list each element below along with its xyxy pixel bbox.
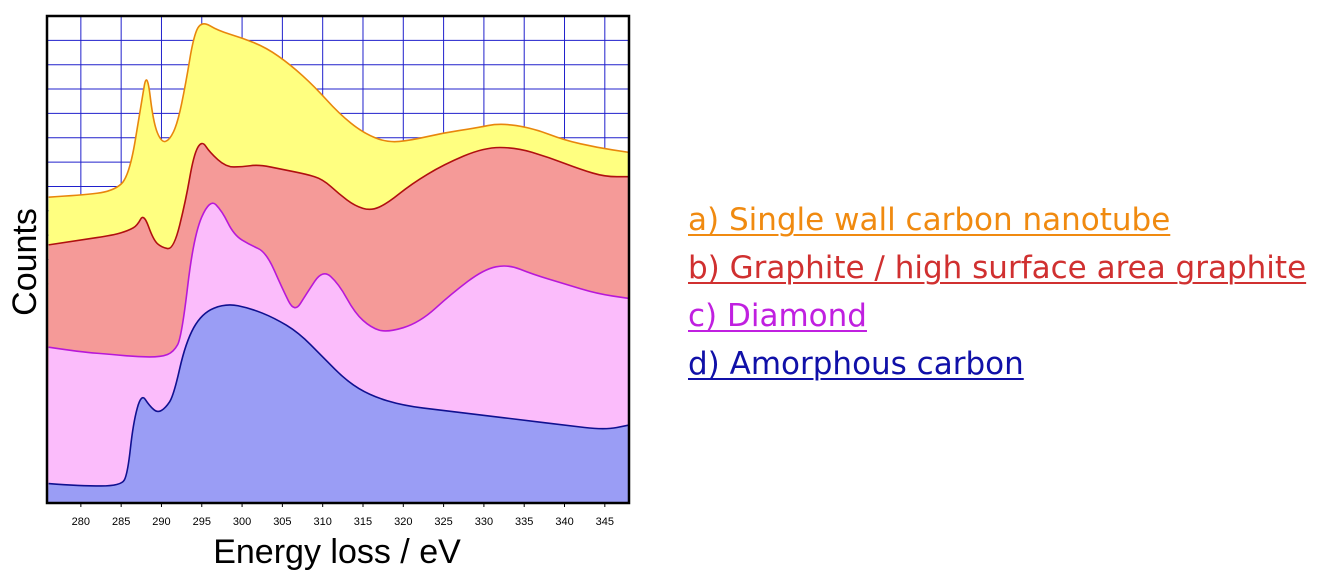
- spectra-lines: [48, 23, 630, 487]
- x-tick-label: 320: [394, 516, 412, 528]
- series-line-d: [48, 304, 630, 487]
- legend-item-c: c) Diamond: [688, 298, 867, 334]
- legend-item-a: a) Single wall carbon nanotube: [688, 202, 1171, 238]
- series-line-a: [48, 23, 630, 198]
- x-tick-label: 280: [72, 516, 90, 528]
- x-tick-label: 285: [112, 516, 130, 528]
- x-tick-label: 295: [193, 516, 211, 528]
- x-tick-label: 305: [273, 516, 291, 528]
- x-tick-label: 290: [152, 516, 170, 528]
- series-line-c: [48, 202, 630, 358]
- x-tick-label: 300: [233, 516, 251, 528]
- x-tick-label: 345: [596, 516, 614, 528]
- spectra-areas: [47, 23, 629, 504]
- x-tick-label: 335: [515, 516, 533, 528]
- legend: a) Single wall carbon nanotube b) Graphit…: [688, 196, 1306, 388]
- x-axis-title: Energy loss / eV: [213, 533, 461, 571]
- legend-item-d: d) Amorphous carbon: [688, 346, 1024, 382]
- plot-frame: [45, 14, 631, 505]
- x-axis-ticks: 280 285 290 295 300 305 310 315 320 325 330 335 340 3…: [72, 503, 614, 528]
- series-line-b: [48, 142, 629, 250]
- series-area-d: [47, 304, 629, 503]
- y-axis-title: Counts: [6, 208, 44, 316]
- x-tick-label: 310: [314, 516, 332, 528]
- legend-item-b: b) Graphite / high surface area graphite: [688, 250, 1307, 286]
- eels-chart: 280 285 290 295 300 305 310 315 320 325 330 335 340 3…: [6, 14, 631, 571]
- x-tick-label: 340: [555, 516, 573, 528]
- x-tick-label: 325: [434, 516, 452, 528]
- x-tick-label: 315: [354, 516, 372, 528]
- x-tick-label: 330: [475, 516, 493, 528]
